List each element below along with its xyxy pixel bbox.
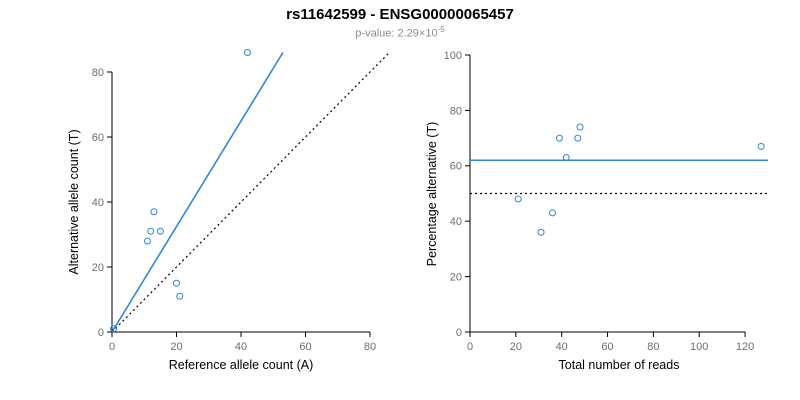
data-point xyxy=(110,325,118,333)
x-tick-label: 100 xyxy=(690,341,708,353)
y-tick-label: 0 xyxy=(98,327,104,339)
left-yaxis-label: Alternative allele count (T) xyxy=(67,129,81,274)
data-point xyxy=(555,134,563,142)
x-tick-label: 40 xyxy=(556,341,568,353)
reads-vs-percentage-plot: 0 20 40 60 80 100 120 0 20 40 60 80 100 xyxy=(444,50,768,353)
x-tick-label: 0 xyxy=(467,341,473,353)
pvalue-text: p-value: 2.29×10 xyxy=(355,27,438,40)
data-point xyxy=(757,142,765,150)
x-tick-label: 20 xyxy=(510,341,522,353)
y-tick-label: 20 xyxy=(92,262,104,274)
y-tick-label: 60 xyxy=(450,161,462,173)
x-tick-label: 40 xyxy=(235,341,247,353)
data-point xyxy=(156,227,164,235)
x-tick-label: 120 xyxy=(736,341,754,353)
left-xaxis-label: Reference allele count (A) xyxy=(169,358,314,372)
data-point xyxy=(549,209,557,217)
x-tick-label: 80 xyxy=(364,341,376,353)
y-tick-label: 100 xyxy=(444,50,462,62)
data-point xyxy=(176,292,184,300)
pvalue-exponent: -5 xyxy=(437,25,445,34)
identity-line xyxy=(111,52,390,333)
data-point xyxy=(562,153,570,161)
figure-subtitle: p-value: 2.29×10-5 xyxy=(0,25,800,40)
y-tick-label: 60 xyxy=(92,132,104,144)
y-tick-label: 80 xyxy=(450,105,462,117)
ref-vs-alt-allele-count-plot: 0 20 40 60 80 0 20 40 60 80 xyxy=(92,49,390,353)
x-tick-label: 60 xyxy=(601,341,613,353)
right-xaxis-label: Total number of reads xyxy=(559,358,680,372)
data-point xyxy=(147,227,155,235)
y-tick-label: 0 xyxy=(456,327,462,339)
data-point xyxy=(574,134,582,142)
y-tick-label: 20 xyxy=(450,271,462,283)
figure-title: rs11642599 - ENSG00000065457 xyxy=(286,6,514,23)
data-point xyxy=(537,228,545,236)
x-tick-label: 80 xyxy=(647,341,659,353)
data-point xyxy=(143,237,151,245)
data-point xyxy=(173,279,180,287)
x-tick-label: 60 xyxy=(299,341,311,353)
regression-line xyxy=(111,52,284,333)
x-tick-label: 0 xyxy=(109,341,115,353)
data-point xyxy=(576,123,584,131)
data-point xyxy=(243,49,251,56)
y-tick-label: 80 xyxy=(92,67,104,79)
right-yaxis-label: Percentage alternative (T) xyxy=(425,122,439,267)
data-point xyxy=(150,208,158,216)
data-point xyxy=(514,195,522,203)
y-tick-label: 40 xyxy=(92,197,104,209)
x-tick-label: 20 xyxy=(170,341,182,353)
y-tick-label: 40 xyxy=(450,216,462,228)
